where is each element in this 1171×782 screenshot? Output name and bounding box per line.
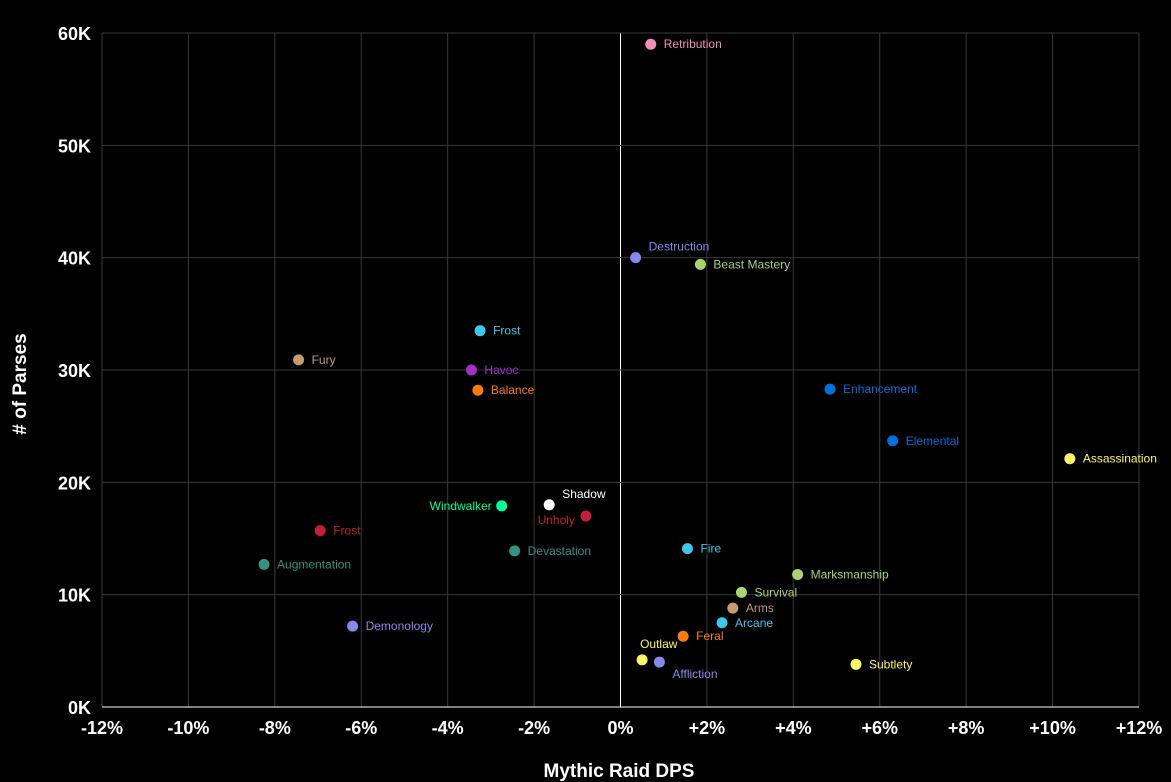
y-tick-label: 10K [58, 586, 91, 606]
data-point [653, 656, 665, 668]
data-label: Affliction [672, 667, 717, 681]
data-point [1064, 453, 1076, 465]
data-label: Destruction [649, 240, 710, 254]
data-point [887, 435, 899, 447]
data-label: Enhancement [843, 382, 918, 396]
data-label: Havoc [484, 363, 518, 377]
x-tick-label: +12% [1116, 718, 1163, 738]
y-axis-ticks: 0K 10K 20K 30K 40K 50K 60K [58, 24, 91, 718]
data-point [496, 500, 508, 512]
y-axis-title: # of Parses [10, 333, 31, 434]
data-label: Shadow [562, 487, 606, 501]
grid [101, 32, 1140, 708]
data-point [792, 568, 804, 580]
y-tick-label: 20K [58, 473, 91, 493]
data-point [465, 364, 477, 376]
data-label: Unholy [538, 513, 575, 527]
data-label: Devastation [528, 544, 591, 558]
y-tick-label: 0K [68, 698, 91, 718]
data-label: Frost [493, 324, 521, 338]
data-label: Arms [746, 601, 774, 615]
data-point [716, 617, 728, 629]
x-axis-title: Mythic Raid DPS [544, 761, 695, 782]
x-tick-label: -4% [432, 718, 464, 738]
y-tick-label: 30K [58, 361, 91, 381]
x-tick-label: +8% [948, 718, 985, 738]
data-point [677, 630, 689, 642]
x-tick-label: -2% [518, 718, 550, 738]
data-point [727, 602, 739, 614]
data-label: Elemental [906, 434, 959, 448]
data-point [630, 252, 642, 264]
data-point [735, 586, 747, 598]
data-label: Fire [700, 542, 721, 556]
data-label: Windwalker [430, 499, 492, 513]
data-point [347, 620, 359, 632]
x-tick-label: +10% [1029, 718, 1076, 738]
x-tick-label: +6% [861, 718, 898, 738]
data-label: Feral [696, 629, 723, 643]
x-tick-label: -8% [259, 718, 291, 738]
data-label: Augmentation [277, 557, 351, 571]
data-label: Beast Mastery [713, 257, 790, 271]
x-tick-label: -12% [81, 718, 123, 738]
y-tick-label: 40K [58, 249, 91, 269]
data-point [474, 325, 486, 337]
x-tick-label: 0% [607, 718, 633, 738]
data-point [636, 654, 648, 666]
data-point [850, 658, 862, 670]
data-point [694, 258, 706, 270]
data-point [681, 543, 693, 555]
data-label: Subtlety [869, 657, 912, 671]
data-point [645, 38, 657, 50]
data-label: Marksmanship [811, 567, 889, 581]
x-tick-label: -10% [167, 718, 209, 738]
data-point [509, 545, 521, 557]
data-point [472, 384, 484, 396]
data-label: Assassination [1083, 452, 1157, 466]
data-point [293, 354, 305, 366]
data-point [543, 499, 555, 511]
data-label: Retribution [664, 37, 722, 51]
data-point [580, 510, 592, 522]
data-label: Frost [333, 524, 361, 538]
x-tick-label: -6% [345, 718, 377, 738]
data-point [824, 383, 836, 395]
data-label: Arcane [735, 616, 773, 630]
data-label: Survival [754, 585, 797, 599]
data-label: Balance [491, 383, 535, 397]
y-tick-label: 50K [58, 136, 91, 156]
y-tick-label: 60K [58, 24, 91, 44]
data-label: Outlaw [640, 637, 678, 651]
data-label: Fury [312, 353, 336, 367]
x-axis-ticks: -12% -10% -8% -6% -4% -2% 0% +2% +4% +6% +8% +10% +1… [81, 718, 1162, 738]
data-point [314, 525, 326, 537]
x-tick-label: +2% [689, 718, 726, 738]
x-tick-label: +4% [775, 718, 812, 738]
data-label: Demonology [366, 619, 433, 633]
data-point [258, 558, 270, 570]
